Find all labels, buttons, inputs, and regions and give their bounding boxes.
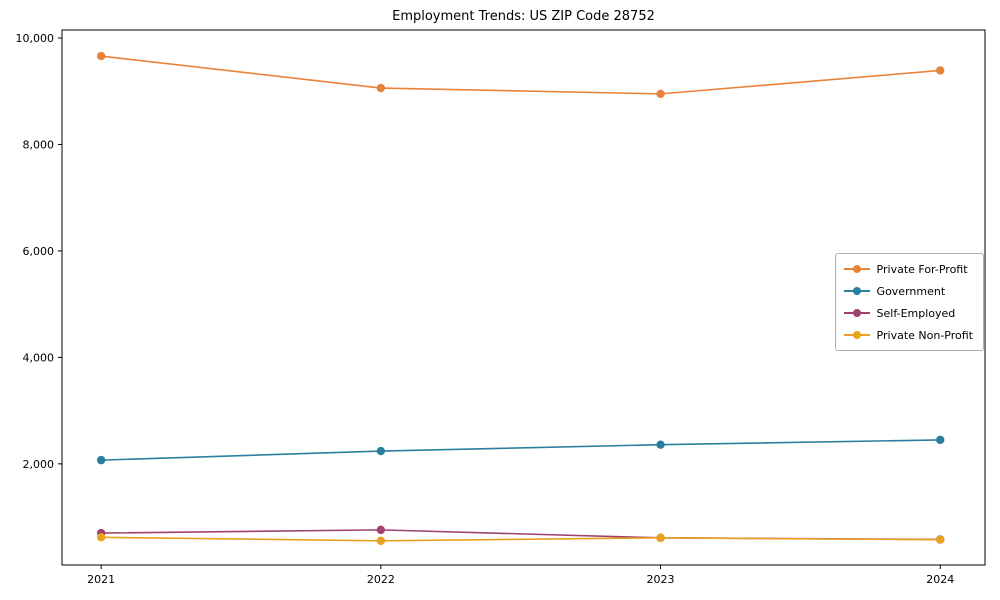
legend-line-marker-icon bbox=[843, 305, 870, 321]
svg-text:6,000: 6,000 bbox=[23, 245, 55, 258]
svg-text:8,000: 8,000 bbox=[23, 138, 55, 151]
svg-text:4,000: 4,000 bbox=[23, 351, 55, 364]
svg-text:2022: 2022 bbox=[367, 573, 395, 586]
legend-item-private-for-profit: Private For-Profit bbox=[843, 261, 973, 277]
legend-label: Private Non-Profit bbox=[876, 328, 973, 342]
chart-legend: Private For-Profit Government Self-Employe… bbox=[834, 253, 984, 351]
legend-label: Self-Employed bbox=[876, 306, 956, 320]
legend-line-marker-icon bbox=[843, 261, 870, 277]
svg-text:2,000: 2,000 bbox=[23, 458, 55, 471]
svg-text:2024: 2024 bbox=[926, 573, 954, 586]
svg-text:2023: 2023 bbox=[647, 573, 675, 586]
legend-item-government: Government bbox=[843, 283, 973, 299]
legend-label: Government bbox=[876, 284, 946, 298]
legend-item-private-non-profit: Private Non-Profit bbox=[843, 327, 973, 343]
chart-title: Employment Trends: US ZIP Code 28752 bbox=[392, 9, 655, 24]
svg-text:2021: 2021 bbox=[87, 573, 115, 586]
legend-line-marker-icon bbox=[843, 327, 870, 343]
legend-item-self-employed: Self-Employed bbox=[843, 305, 973, 321]
svg-text:10,000: 10,000 bbox=[16, 32, 55, 45]
legend-line-marker-icon bbox=[843, 283, 870, 299]
legend-label: Private For-Profit bbox=[876, 262, 968, 276]
